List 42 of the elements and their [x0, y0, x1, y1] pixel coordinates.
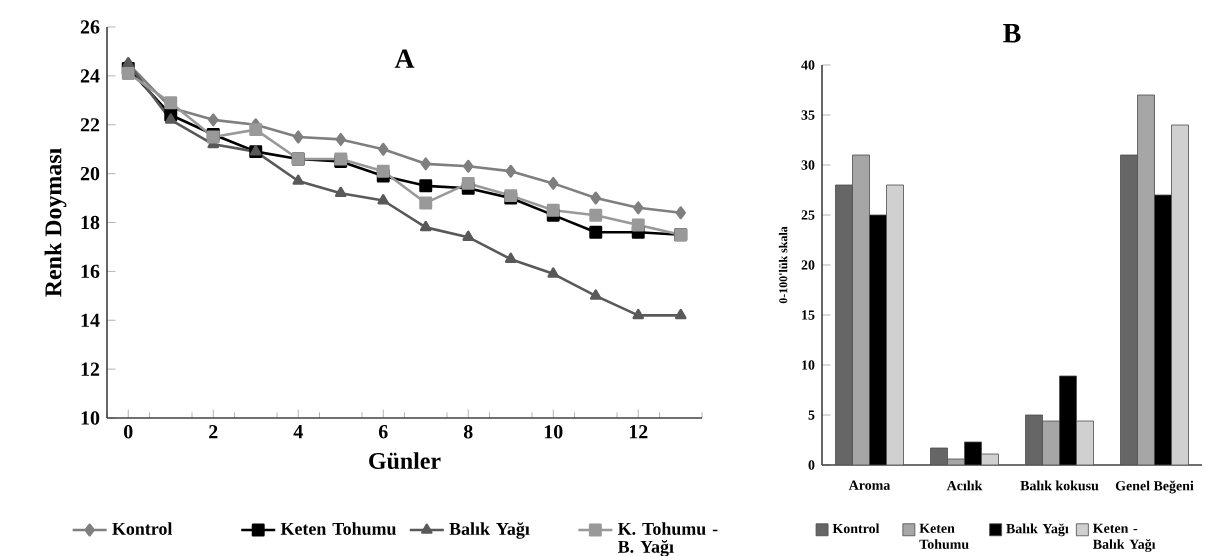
- x-tick-label: 6: [378, 425, 388, 439]
- y-tick-label: 15: [802, 310, 815, 320]
- y-axis-title: 0-100'lük skala: [778, 226, 788, 304]
- y-tick-label: 30: [801, 160, 815, 170]
- y-tick-label: 40: [801, 60, 815, 70]
- y-tick-label: 20: [80, 166, 100, 181]
- y-tick-label: 5: [808, 410, 815, 420]
- x-tick-label: 12: [629, 425, 648, 439]
- x-tick-label: 4: [293, 425, 303, 439]
- y-tick-label: 0: [808, 460, 815, 470]
- x-tick-label: 10: [544, 425, 563, 439]
- legend-label: Balık Yağı: [1006, 523, 1069, 537]
- x-tick-label: Balık kokusu: [1020, 480, 1099, 491]
- legend-label: Kontrol: [832, 523, 880, 534]
- text: A: [394, 49, 415, 68]
- y-tick-label: 22: [80, 118, 100, 132]
- y-tick-label: 18: [81, 215, 100, 230]
- x-tick-label: 8: [463, 425, 473, 439]
- legend-label: Keten - Balık Yağı: [1092, 523, 1156, 552]
- legend-label: Keten Tohumu: [280, 522, 396, 535]
- y-tick-label: 26: [80, 20, 100, 34]
- x-axis-title: Günler: [369, 452, 441, 470]
- legend-label: Keten Tohumu: [919, 523, 969, 549]
- x-tick-label: Genel Beğeni: [1115, 480, 1194, 494]
- y-tick-label: 35: [801, 110, 815, 120]
- x-tick-label: 2: [209, 425, 218, 439]
- legend-label: Kontrol: [112, 522, 173, 535]
- legend-label: Balık Yağı: [449, 522, 530, 539]
- y-tick-label: 14: [81, 313, 100, 327]
- x-tick-label: Aroma: [848, 480, 891, 490]
- y-tick-label: 10: [802, 360, 815, 370]
- chart-title: B: [1003, 24, 1021, 43]
- y-tick-label: 24: [80, 69, 100, 83]
- legend-label: K. Tohumu - B. Yağı: [617, 522, 718, 556]
- y-tick-label: 10: [81, 411, 100, 425]
- y-tick-label: 12: [81, 362, 100, 376]
- x-tick-label: Acılık: [946, 480, 983, 491]
- y-axis-title: Renk Doyması: [44, 148, 67, 297]
- y-tick-label: 25: [801, 210, 815, 220]
- y-tick-label: 20: [801, 260, 815, 270]
- x-tick-label: 0: [124, 425, 133, 439]
- y-tick-label: 16: [81, 264, 100, 279]
